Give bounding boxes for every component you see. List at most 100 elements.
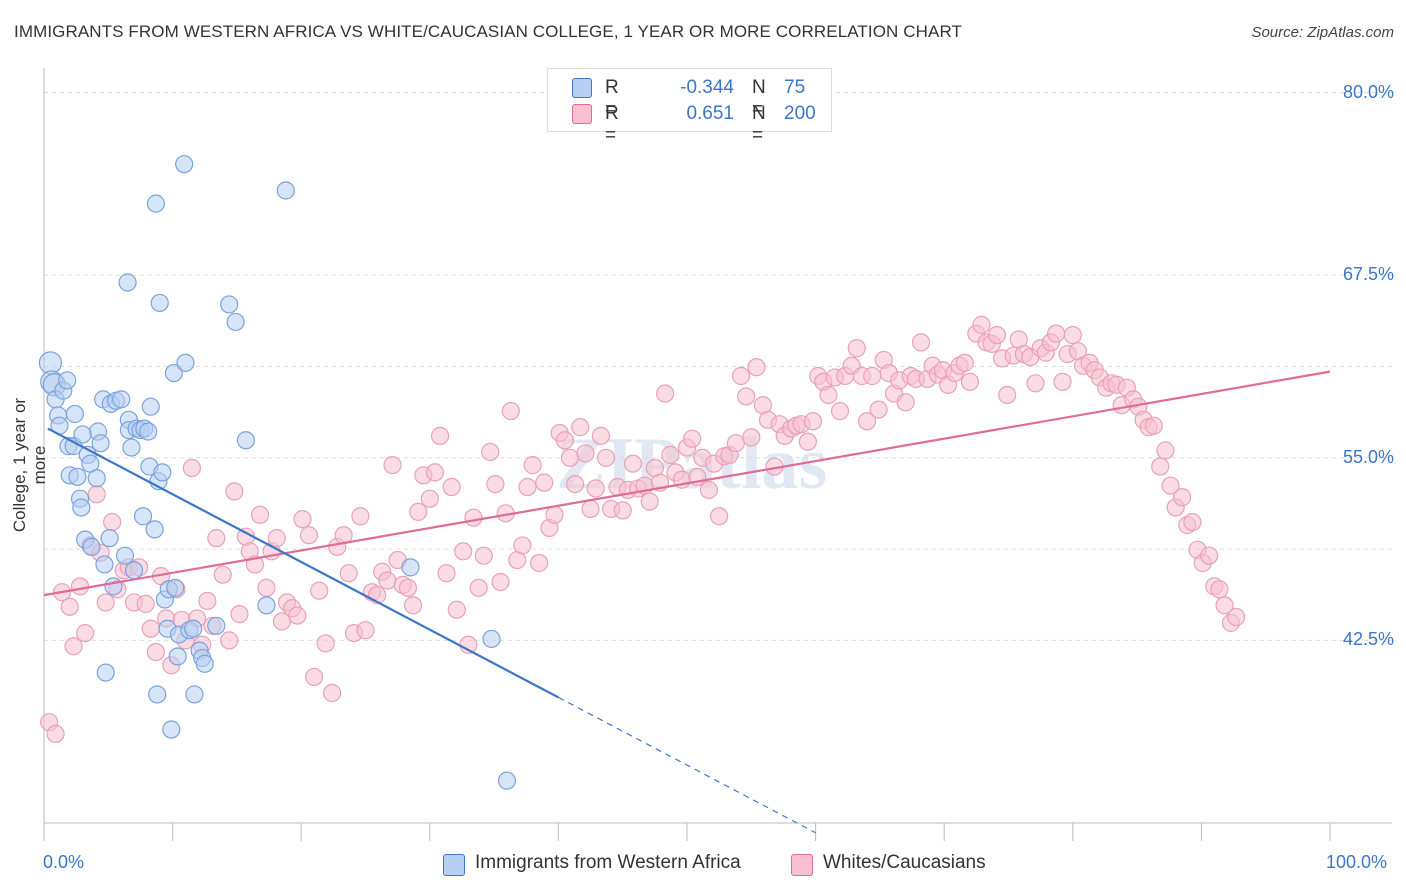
whites-point [430, 426, 450, 445]
whites-point [474, 546, 493, 565]
whites-point [1026, 374, 1045, 393]
whites-point [225, 482, 244, 501]
whites-point [182, 458, 201, 478]
whites-point [640, 492, 659, 511]
whites-point [486, 474, 505, 494]
immigrants-point [184, 619, 203, 638]
chart-title: IMMIGRANTS FROM WESTERN AFRICA VS WHITE/… [14, 22, 963, 41]
correlation-legend: R = -0.344 N = 75 R = 0.651 N = 200 [547, 68, 832, 146]
source-label: Source: ZipAtlas.com [1251, 24, 1394, 41]
whites-point [613, 501, 632, 520]
immigrants-point [148, 685, 167, 704]
immigrants-point [176, 353, 195, 372]
whites-point [437, 564, 456, 583]
immigrants-point [226, 312, 245, 332]
whites-point [501, 401, 520, 421]
immigrants-point [58, 371, 77, 390]
whites-point [351, 507, 370, 526]
immigrants-point [141, 397, 160, 416]
immigrants-point [168, 647, 187, 666]
n-value: 200 [784, 103, 816, 124]
whites-point [60, 597, 79, 616]
r-value: -0.344 [680, 77, 734, 98]
legend-label: Immigrants from Western Africa [475, 852, 741, 873]
x-tick-label-min: 0.0% [43, 852, 85, 872]
whites-swatch-icon [791, 854, 813, 876]
whites-point [911, 333, 931, 352]
whites-point [1063, 325, 1082, 345]
whites-point [683, 429, 702, 448]
whites-point [76, 623, 95, 643]
y-tick-label: 80.0% [1342, 81, 1394, 102]
whites-point [581, 499, 600, 519]
r-label: R = [605, 77, 619, 120]
immigrants-point [73, 425, 92, 444]
whites-point [316, 634, 335, 653]
whites-point [591, 426, 610, 445]
immigrants-point [68, 467, 87, 486]
whites-point [1210, 580, 1229, 599]
trend-lines [43, 370, 1331, 834]
whites-point [513, 536, 532, 555]
immigrants-point [96, 663, 115, 682]
whites-swatch-icon [572, 104, 592, 124]
immigrants-point [87, 469, 106, 488]
immigrants-point [115, 546, 135, 565]
immigrants-point [276, 181, 295, 200]
immigrants-swatch-icon [572, 78, 592, 98]
whites-point [378, 571, 397, 590]
immigrants-point [150, 293, 169, 313]
y-tick-label: 67.5% [1342, 264, 1394, 285]
immigrants-point [164, 363, 183, 383]
immigrants-point [175, 155, 194, 174]
whites-trend-line [43, 370, 1331, 597]
immigrants-point [153, 463, 172, 482]
whites-point [403, 596, 423, 615]
whites-point [420, 489, 439, 508]
whites-point [356, 621, 375, 640]
whites-point [293, 510, 312, 529]
whites-point [447, 600, 466, 619]
whites-point [46, 724, 65, 743]
series-immigrants-points [38, 155, 517, 790]
whites-point [857, 412, 877, 431]
whites-point [960, 372, 980, 391]
whites-point [869, 400, 888, 419]
whites-point [819, 385, 838, 405]
n-label: N = [752, 77, 766, 120]
immigrants-point [118, 273, 137, 292]
whites-point [398, 578, 418, 597]
immigrants-point [72, 498, 91, 517]
immigrants-point [162, 720, 181, 739]
immigrants-point [185, 685, 204, 704]
whites-point [383, 456, 402, 475]
whites-point [803, 412, 823, 431]
immigrants-point [401, 558, 420, 577]
whites-point [523, 456, 542, 475]
immigrants-point [145, 520, 164, 539]
legend-label: Whites/Caucasians [823, 852, 986, 873]
whites-point [896, 393, 915, 412]
y-tick-label: 42.5% [1342, 629, 1394, 650]
immigrants-point [146, 194, 165, 213]
immigrants-point [112, 390, 131, 409]
whites-point [1227, 607, 1246, 627]
immigrants-point [482, 629, 501, 649]
whites-point [830, 401, 850, 421]
whites-point [726, 434, 745, 453]
immigrants-point [257, 596, 276, 615]
whites-point [1046, 324, 1066, 343]
immigrants-point [497, 771, 517, 790]
whites-point [530, 553, 549, 573]
immigrants-trend-extension [558, 696, 816, 834]
whites-point [535, 473, 554, 492]
whites-point [737, 387, 756, 406]
r-value: 0.651 [686, 103, 734, 124]
whites-point [87, 485, 106, 504]
immigrants-swatch-icon [443, 854, 465, 876]
immigrants-point [122, 438, 141, 457]
whites-point [220, 631, 239, 650]
whites-point [987, 325, 1007, 345]
whites-point [213, 565, 232, 584]
immigrants-point [139, 422, 158, 441]
